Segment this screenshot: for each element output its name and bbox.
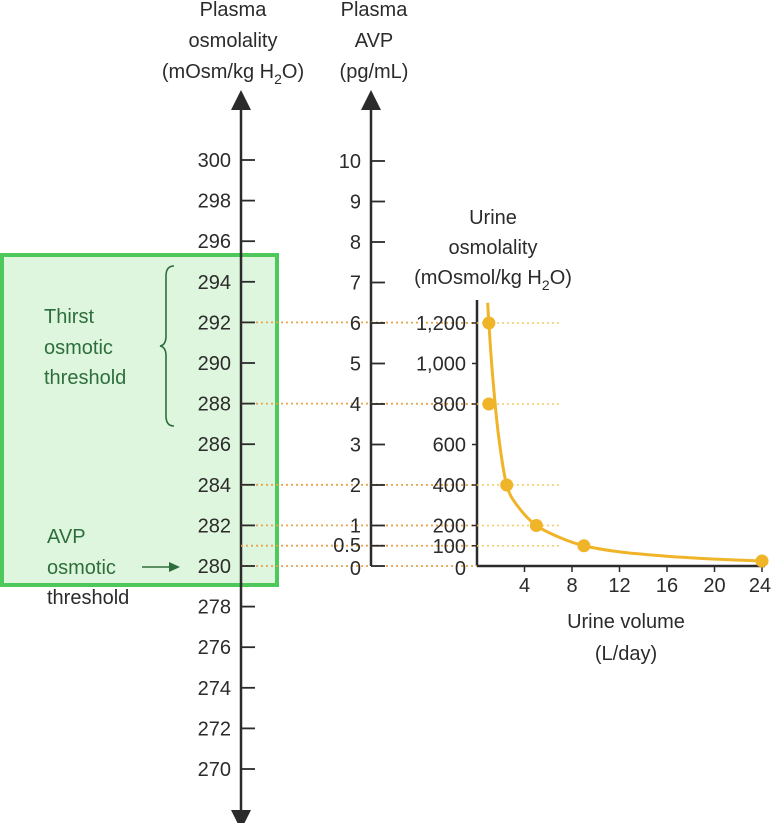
avp-tick-label: 2 (350, 475, 361, 497)
avp-header-line1: Plasma (341, 0, 409, 21)
avp-tick-group: 00.51 2 3 4 5 6 7 8 9 10 (333, 151, 385, 580)
avp-tick-label: 9 (350, 192, 361, 214)
avp-tick-label: 4 (350, 394, 361, 416)
osmolality-tick-label: 272 (198, 718, 231, 740)
urine-osmolality-tick-label: 600 (433, 435, 466, 457)
highlight-box (0, 253, 279, 587)
avp-threshold-label-line1: AVP (47, 526, 86, 548)
urine-volume-tick-label: 8 (566, 575, 577, 597)
avp-threshold-label-line3: threshold (47, 587, 129, 609)
urine-data-point (500, 478, 514, 492)
urine-data-point (529, 519, 543, 532)
urine-volume-tick-label: 12 (608, 575, 630, 597)
osmolality-unit-subscript: 2 (274, 71, 282, 87)
urine-volume-tick-label: 16 (656, 575, 678, 597)
thirst-label-line2: osmotic (44, 337, 113, 359)
osmolality-header-unit: (mOsm/kg H2O) (162, 61, 304, 87)
urine-osmolality-header-line1: Urine (469, 207, 517, 229)
urine-osmolality-header-unit: (mOsmol/kg H2O) (414, 267, 572, 293)
urine-osmolality-tick-label: 1,000 (416, 354, 466, 376)
osmolality-tick-label: 286 (198, 434, 231, 456)
avp-tick-label: 1 (350, 516, 361, 538)
osmolality-tick-label: 278 (198, 597, 231, 619)
urine-osmolality-curve (486, 302, 763, 563)
urine-volume-tick-label: 20 (703, 575, 725, 597)
dotted-link-group (241, 321, 560, 567)
osmolality-tick-label: 280 (198, 556, 231, 578)
urine-osmolality-tick-label: 800 (433, 394, 466, 416)
avp-header-unit: (pg/mL) (340, 61, 409, 83)
avp-tick-label: 0 (350, 558, 361, 580)
urine-volume-tick-label: 24 (749, 575, 771, 597)
avp-threshold-label-line2: osmotic (47, 557, 116, 579)
osmolality-tick-label: 284 (198, 475, 231, 497)
urine-volume-tick-group: 4 8 12 16 20 24 (519, 566, 771, 597)
urine-volume-label-line1: Urine volume (567, 611, 685, 633)
urine-osmolality-tick-label: 400 (433, 475, 466, 497)
osmolality-header-line1: Plasma (200, 0, 268, 21)
osmolality-tick-label: 276 (198, 637, 231, 659)
avp-tick-label: 6 (350, 313, 361, 335)
urine-osmolality-tick-label: 0 (455, 558, 466, 580)
urine-osmolality-tick-label: 200 (433, 516, 466, 538)
osmolality-tick-label: 290 (198, 353, 231, 375)
avp-threshold-arrowhead (169, 562, 180, 572)
osmolality-tick-label: 288 (198, 394, 231, 416)
urine-unit-subscript: 2 (542, 277, 550, 293)
avp-tick-label: 3 (350, 435, 361, 457)
thirst-threshold-brace (159, 265, 175, 427)
osmolality-header-line2: osmolality (189, 30, 278, 52)
urine-osmolality-tick-label: 100 (433, 536, 466, 558)
osmolality-tick-label: 296 (198, 231, 231, 253)
avp-tick-label: 5 (350, 354, 361, 376)
urine-osmolality-header-line2: osmolality (449, 237, 538, 259)
osmolality-tick-label: 270 (198, 759, 231, 781)
osmolality-tick-label: 282 (198, 515, 231, 537)
avp-tick-label: 8 (350, 232, 361, 254)
osmolality-tick-label: 292 (198, 312, 231, 334)
urine-osmolality-tick-label: 1,200 (416, 313, 466, 335)
osmolality-tick-group: 270 272 274 276 278 280 282 284 286 288 290 292 294 2… (198, 150, 255, 781)
urine-data-point (577, 539, 591, 553)
avp-header-line2: AVP (355, 30, 394, 52)
urine-data-point (755, 554, 769, 568)
osmolality-tick-label: 300 (198, 150, 231, 172)
urine-volume-tick-label: 4 (519, 575, 530, 597)
avp-tick-label: 7 (350, 273, 361, 295)
urine-volume-label-line2: (L/day) (595, 643, 657, 665)
osmolality-tick-label: 294 (198, 272, 231, 294)
thirst-label-line1: Thirst (44, 306, 94, 328)
avp-tick-label: 0.5 (333, 535, 361, 557)
thirst-label-line3: threshold (44, 367, 126, 389)
urine-data-point (482, 397, 496, 411)
urine-data-point (482, 316, 496, 330)
osmolality-tick-label: 298 (198, 191, 231, 213)
avp-tick-label: 10 (339, 151, 361, 173)
osmolality-tick-label: 274 (198, 678, 231, 700)
urine-curve-group (482, 302, 769, 568)
